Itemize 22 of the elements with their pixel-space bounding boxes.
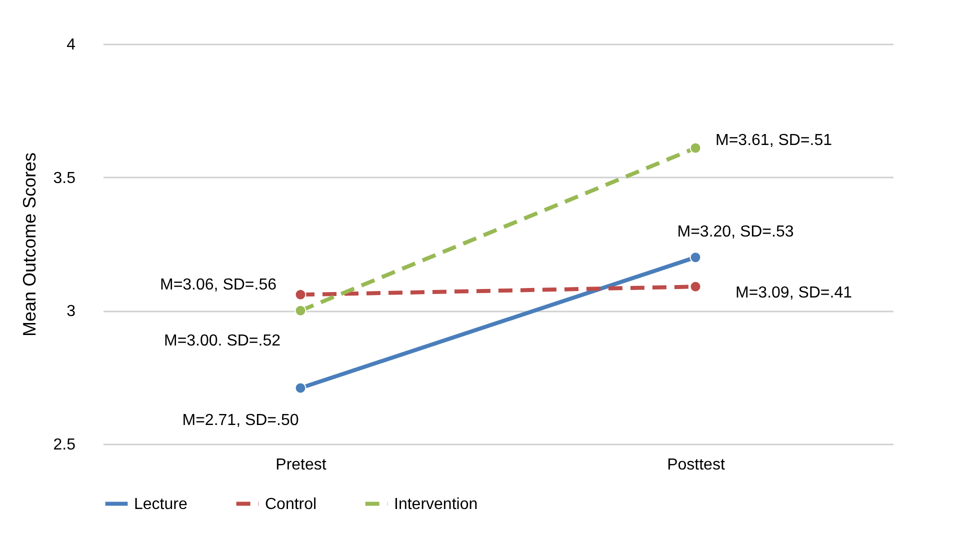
annotation: M=3.20, SD=.53 xyxy=(677,223,794,240)
y-tick-label: 2.5 xyxy=(53,436,76,454)
y-tick-label: 3 xyxy=(66,303,76,320)
annotation: M=2.71, SD=.50 xyxy=(182,412,299,429)
y-tick-label: 4 xyxy=(66,36,76,54)
annotation: M=3.06, SD=.56 xyxy=(160,276,277,294)
y-axis-title: Mean Outcome Scores xyxy=(19,152,40,337)
annotation: M=3.09, SD=.41 xyxy=(736,284,852,302)
point xyxy=(294,382,306,394)
y-tick-label: 3.5 xyxy=(53,170,76,187)
x-tick-label: Posttest xyxy=(667,456,726,474)
point xyxy=(690,252,702,264)
legend-label: Intervention xyxy=(394,496,478,513)
annotation: M=3.61, SD=.51 xyxy=(716,132,832,149)
x-tick-label: Pretest xyxy=(276,456,327,474)
legend-label: Lecture xyxy=(134,496,188,513)
point xyxy=(690,142,702,154)
point xyxy=(294,304,306,316)
point xyxy=(294,288,306,300)
point xyxy=(690,280,702,292)
annotation: M=3.00. SD=.52 xyxy=(164,332,281,350)
legend-label: Control xyxy=(265,496,317,513)
